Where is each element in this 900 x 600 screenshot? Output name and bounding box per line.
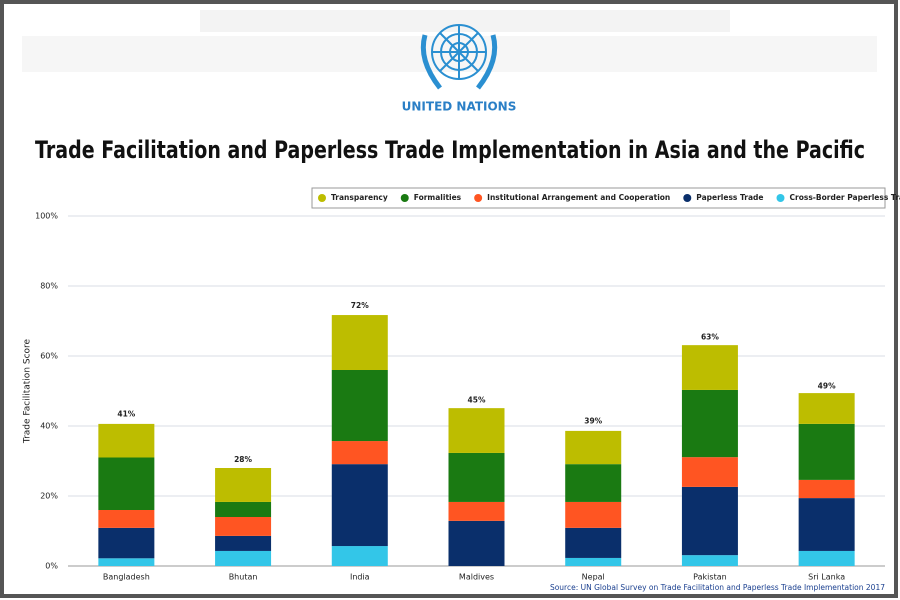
bar-segment bbox=[215, 550, 272, 566]
bar-segment bbox=[331, 464, 388, 547]
bar-segment bbox=[565, 430, 622, 465]
bar-segment bbox=[798, 423, 855, 480]
bar-segment bbox=[681, 389, 738, 458]
bar-segment bbox=[798, 479, 855, 499]
total-label: 72% bbox=[351, 301, 369, 310]
bar-segment bbox=[98, 558, 155, 566]
y-tick-label: 80% bbox=[40, 282, 58, 291]
bar-segment bbox=[681, 555, 738, 566]
bar-segment bbox=[215, 468, 272, 502]
bar-segment bbox=[448, 520, 505, 566]
banner-bg bbox=[200, 10, 730, 32]
bar-segment bbox=[215, 517, 272, 536]
un-logo bbox=[420, 24, 498, 90]
legend-label: Cross-Border Paperless Trade bbox=[790, 193, 900, 202]
bar-segment bbox=[798, 393, 855, 424]
x-tick-label: Sri Lanka bbox=[808, 573, 845, 582]
bar-segment bbox=[681, 457, 738, 487]
legend-label: Institutional Arrangement and Cooperatio… bbox=[487, 193, 670, 202]
y-tick-label: 20% bbox=[40, 492, 58, 501]
total-label: 63% bbox=[701, 333, 719, 342]
bar-segment bbox=[448, 501, 505, 521]
y-tick-label: 100% bbox=[35, 212, 58, 221]
bar-segment bbox=[565, 501, 622, 528]
x-tick-label: India bbox=[350, 573, 370, 582]
bar-segment bbox=[565, 464, 622, 502]
bar-segment bbox=[798, 498, 855, 551]
bar-segment bbox=[681, 345, 738, 390]
bar-segment bbox=[331, 546, 388, 566]
total-label: 49% bbox=[818, 382, 836, 391]
x-tick-label: Bangladesh bbox=[103, 573, 150, 582]
legend-box bbox=[311, 187, 886, 209]
y-tick-label: 60% bbox=[40, 352, 58, 361]
legend-marker bbox=[683, 194, 692, 202]
chart-title: Trade Facilitation and Paperless Trade I… bbox=[35, 136, 865, 164]
total-label: 45% bbox=[468, 396, 486, 405]
bar-segment bbox=[798, 550, 855, 566]
bar-segment bbox=[331, 370, 388, 442]
legend-marker bbox=[474, 194, 483, 202]
legend-label: Transparency bbox=[331, 193, 388, 202]
total-label: 39% bbox=[584, 417, 602, 426]
source: Source: UN Global Survey on Trade Facili… bbox=[550, 583, 885, 592]
legend-label: Formalities bbox=[414, 193, 462, 202]
bar-segment bbox=[565, 557, 622, 566]
organization: UNITED NATIONS bbox=[402, 100, 517, 114]
bar-segment bbox=[681, 486, 738, 556]
bar-segment bbox=[98, 510, 155, 528]
bar-segment bbox=[215, 501, 272, 517]
total-label: 41% bbox=[117, 410, 135, 419]
total-label: 28% bbox=[234, 455, 252, 464]
bar-segment bbox=[98, 423, 155, 458]
x-tick-label: Maldives bbox=[459, 573, 494, 582]
x-tick-label: Nepal bbox=[582, 573, 605, 582]
legend-label: Paperless Trade bbox=[696, 193, 763, 202]
y-tick-label: 40% bbox=[40, 422, 58, 431]
legend-marker bbox=[318, 194, 326, 202]
bar-segment bbox=[331, 441, 388, 465]
bar-segment bbox=[565, 527, 622, 558]
y-tick-label: 0% bbox=[45, 562, 58, 571]
x-tick-label: Pakistan bbox=[693, 573, 727, 582]
y-axis-label: Trade Facilitation Score bbox=[23, 338, 33, 444]
x-tick-label: Bhutan bbox=[229, 573, 258, 582]
legend-marker bbox=[400, 194, 409, 202]
bar-segment bbox=[331, 315, 388, 370]
legend-marker bbox=[776, 194, 785, 202]
bar-segment bbox=[98, 457, 155, 510]
bar-segment bbox=[448, 408, 505, 453]
bar-segment bbox=[215, 535, 272, 551]
bar-segment bbox=[98, 527, 155, 559]
bar-segment bbox=[448, 452, 505, 502]
